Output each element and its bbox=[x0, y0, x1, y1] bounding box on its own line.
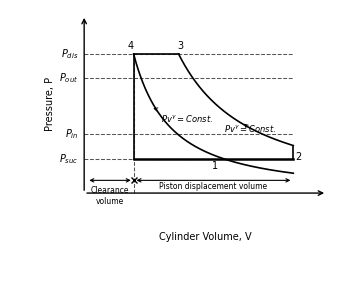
Text: $P_{in}$: $P_{in}$ bbox=[65, 127, 79, 141]
X-axis label: Cylinder Volume, V: Cylinder Volume, V bbox=[159, 232, 252, 242]
Text: Clearance
volume: Clearance volume bbox=[91, 186, 129, 206]
Text: Piston displacement volume: Piston displacement volume bbox=[159, 182, 267, 191]
Text: $P_{suc}$: $P_{suc}$ bbox=[59, 152, 79, 166]
Y-axis label: Pressure, P: Pressure, P bbox=[45, 77, 55, 131]
Text: $P_{out}$: $P_{out}$ bbox=[59, 71, 79, 85]
Text: $P_{dis}$: $P_{dis}$ bbox=[61, 47, 79, 61]
Text: 4: 4 bbox=[127, 41, 133, 51]
Text: $Pv^\gamma = Const.$: $Pv^\gamma = Const.$ bbox=[154, 108, 213, 124]
Text: 1: 1 bbox=[211, 161, 218, 171]
Text: $Pv^\gamma = Const.$: $Pv^\gamma = Const.$ bbox=[224, 123, 276, 134]
Text: 2: 2 bbox=[295, 152, 302, 162]
Text: 3: 3 bbox=[178, 41, 184, 51]
